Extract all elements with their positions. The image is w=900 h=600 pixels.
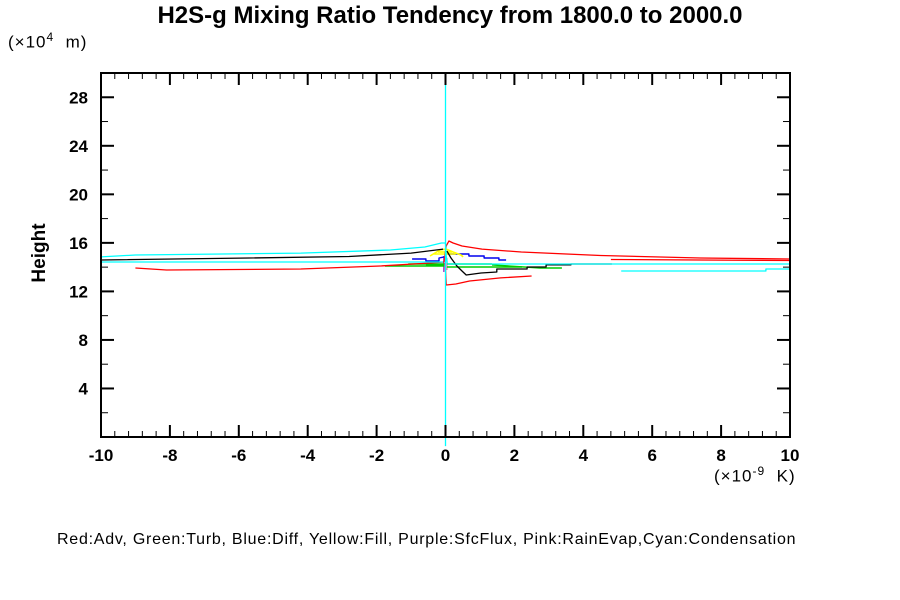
series-net-branch-0 — [100, 248, 444, 261]
y-tick-label: 16 — [69, 234, 88, 253]
y-tick-label: 12 — [69, 282, 88, 301]
y-tick-label: 24 — [69, 137, 88, 156]
y-tick-label: 20 — [69, 185, 88, 204]
x-tick-label: 4 — [579, 446, 589, 465]
x-tick-label: 2 — [510, 446, 519, 465]
x-tick-label: -10 — [89, 446, 114, 465]
series-net-branch-1 — [446, 250, 612, 276]
series-adv-branch-1 — [443, 240, 791, 263]
y-axis-units: (×104 m) — [8, 30, 87, 53]
x-units-exponent: -9 — [752, 464, 766, 478]
x-tick-label: -6 — [231, 446, 246, 465]
series-legend: Red:Adv, Green:Turb, Blue:Diff, Yellow:F… — [57, 531, 797, 548]
x-tick-label: 0 — [441, 446, 450, 465]
x-units-suffix: K) — [765, 466, 796, 486]
y-units-prefix: (×10 — [8, 32, 47, 52]
series-condensation-branch-1 — [100, 242, 448, 264]
series-adv-branch-2 — [610, 258, 791, 262]
y-units-suffix: m) — [54, 32, 88, 52]
x-tick-label: -4 — [300, 446, 316, 465]
series-fill-branch-0 — [429, 248, 464, 258]
series-condensation-branch-4 — [621, 268, 790, 272]
x-units-prefix: (×10 — [714, 466, 753, 486]
chart-title: H2S-g Mixing Ratio Tendency from 1800.0 … — [157, 2, 743, 29]
x-tick-label: 10 — [781, 446, 800, 465]
x-axis-units: (×10-9 K) — [714, 464, 796, 487]
series-turb-branch-5 — [491, 264, 562, 269]
y-tick-label: 8 — [79, 331, 88, 350]
x-tick-label: -8 — [162, 446, 177, 465]
y-units-exponent: 4 — [46, 30, 55, 44]
series-adv-branch-0 — [135, 261, 445, 271]
series-diff-branch-0 — [412, 256, 445, 262]
x-tick-label: 8 — [716, 446, 725, 465]
x-tick-label: -2 — [369, 446, 384, 465]
series-diff-branch-1 — [446, 253, 507, 261]
y-tick-label: 28 — [69, 88, 88, 107]
y-tick-label: 4 — [79, 379, 89, 398]
x-tick-label: 6 — [647, 446, 656, 465]
